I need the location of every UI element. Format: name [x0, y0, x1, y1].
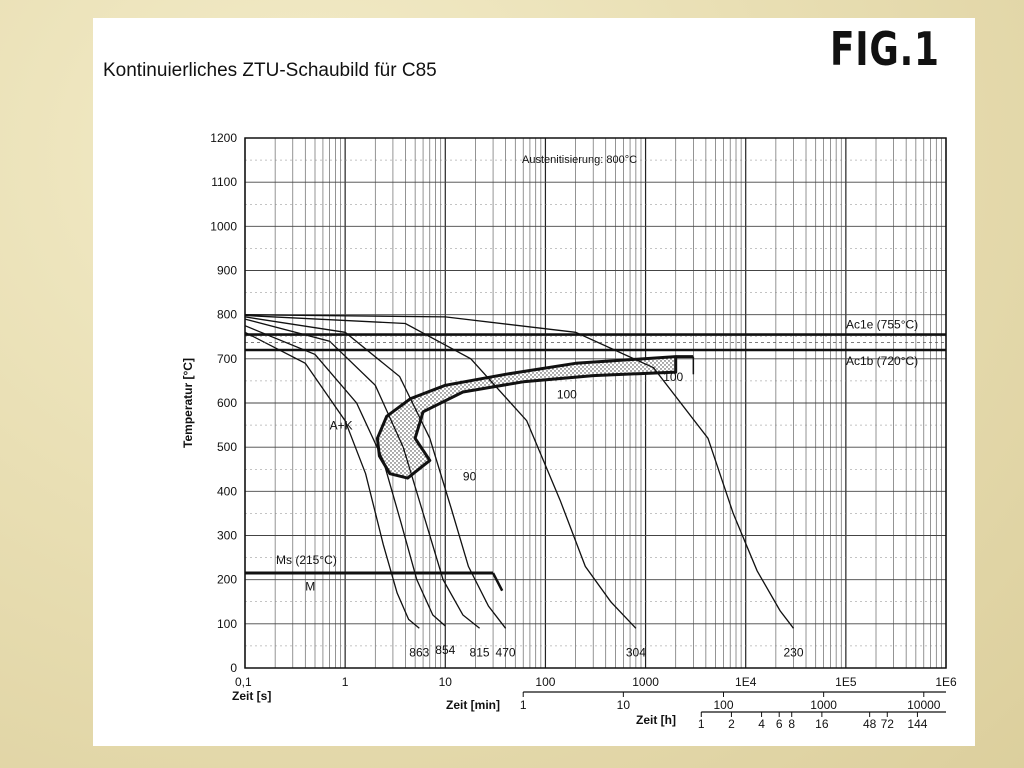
region-label: M [305, 580, 315, 594]
chart-title: Kontinuierliches ZTU-Schaubild für C85 [103, 60, 437, 81]
hardness-label: 863 [409, 645, 429, 659]
cooling-curve [244, 316, 507, 629]
x-tick-label-s: 1 [342, 675, 349, 689]
x-tick-label-s: 1E5 [835, 675, 857, 689]
y-tick-label: 300 [217, 529, 237, 543]
hardness-label: 470 [496, 645, 516, 659]
x-tick-label-h: 72 [881, 717, 895, 731]
x-tick-label-h: 4 [758, 717, 765, 731]
y-tick-label: 1000 [210, 219, 237, 233]
austenitizing-annotation: Austenitisierung: 800°C [522, 154, 637, 166]
cooling-curve [244, 318, 481, 629]
cooling-curve [244, 314, 637, 629]
y-tick-label: 700 [217, 352, 237, 366]
x-tick-label-s: 1E6 [935, 675, 957, 689]
hardness-label: 230 [783, 645, 803, 659]
x-tick-label-h: 2 [728, 717, 735, 731]
transformation-zone [375, 355, 695, 480]
y-tick-label: 100 [217, 617, 237, 631]
plot-frame [244, 137, 947, 669]
phase-label: 100 [557, 388, 577, 402]
x-tick-label-min: 1000 [810, 698, 837, 712]
reference-label-ac1e: Ac1e (755°C) [846, 318, 918, 332]
y-tick-label: 400 [217, 484, 237, 498]
hardness-label: 815 [470, 645, 490, 659]
y-tick-label: 500 [217, 440, 237, 454]
x-tick-label-s: 1000 [632, 675, 659, 689]
x-tick-label-h: 6 [776, 717, 783, 731]
x-axis-label-h: Zeit [h] [636, 713, 676, 727]
x-tick-label-s: 0,1 [235, 675, 252, 689]
phase-label: 100 [663, 370, 683, 384]
x-tick-label-s: 1E4 [735, 675, 757, 689]
x-tick-label-min: 1 [520, 698, 527, 712]
y-tick-label: 1100 [211, 175, 237, 189]
cooling-curve [244, 331, 420, 629]
x-tick-label-h: 16 [815, 717, 829, 731]
hardness-label: 304 [626, 645, 646, 659]
x-tick-label-s: 100 [535, 675, 555, 689]
x-tick-label-min: 10 [617, 698, 631, 712]
cooling-curves [244, 314, 795, 629]
reference-label-ms: Ms (215°C) [276, 553, 337, 567]
reference-label-ac1b: Ac1b (720°C) [846, 354, 918, 368]
chart-labels: 863 854 815 470 304 230 Austenitisierung: 800°… [305, 154, 804, 659]
hardness-label: 854 [435, 643, 455, 657]
reference-lines: Ac1e (755°C) Ac1b (720°C) Ms (215°C) [245, 318, 946, 592]
y-tick-label: 0 [230, 661, 237, 675]
y-tick-label: 1200 [210, 131, 237, 145]
x-tick-label-min: 10000 [907, 698, 941, 712]
y-tick-label: 200 [217, 573, 237, 587]
figure-label: FIG.1 [830, 22, 940, 76]
x-tick-label-h: 144 [907, 717, 927, 731]
y-tick-label: 800 [217, 308, 237, 322]
y-axis-label: Temperatur [°C] [181, 358, 195, 448]
x-axis-label-min: Zeit [min] [446, 698, 500, 712]
x-tick-label-h: 1 [698, 717, 705, 731]
x-tick-label-min: 100 [713, 698, 733, 712]
chart-axes: 0100200300400500600700800900100011001200… [181, 131, 957, 731]
y-tick-label: 900 [217, 264, 237, 278]
y-tick-label: 600 [217, 396, 237, 410]
x-axis-label-s: Zeit [s] [232, 689, 271, 703]
x-tick-label-h: 8 [788, 717, 795, 731]
x-tick-label-s: 10 [439, 675, 453, 689]
chart-grid [244, 137, 947, 669]
transformation-zone-band [375, 355, 678, 480]
cooling-curve [244, 314, 795, 629]
phase-label: 90 [463, 469, 477, 483]
region-label: A+K [330, 419, 353, 433]
cooling-curve [244, 325, 446, 627]
reference-line-tail [491, 572, 504, 592]
x-tick-label-h: 48 [863, 717, 877, 731]
